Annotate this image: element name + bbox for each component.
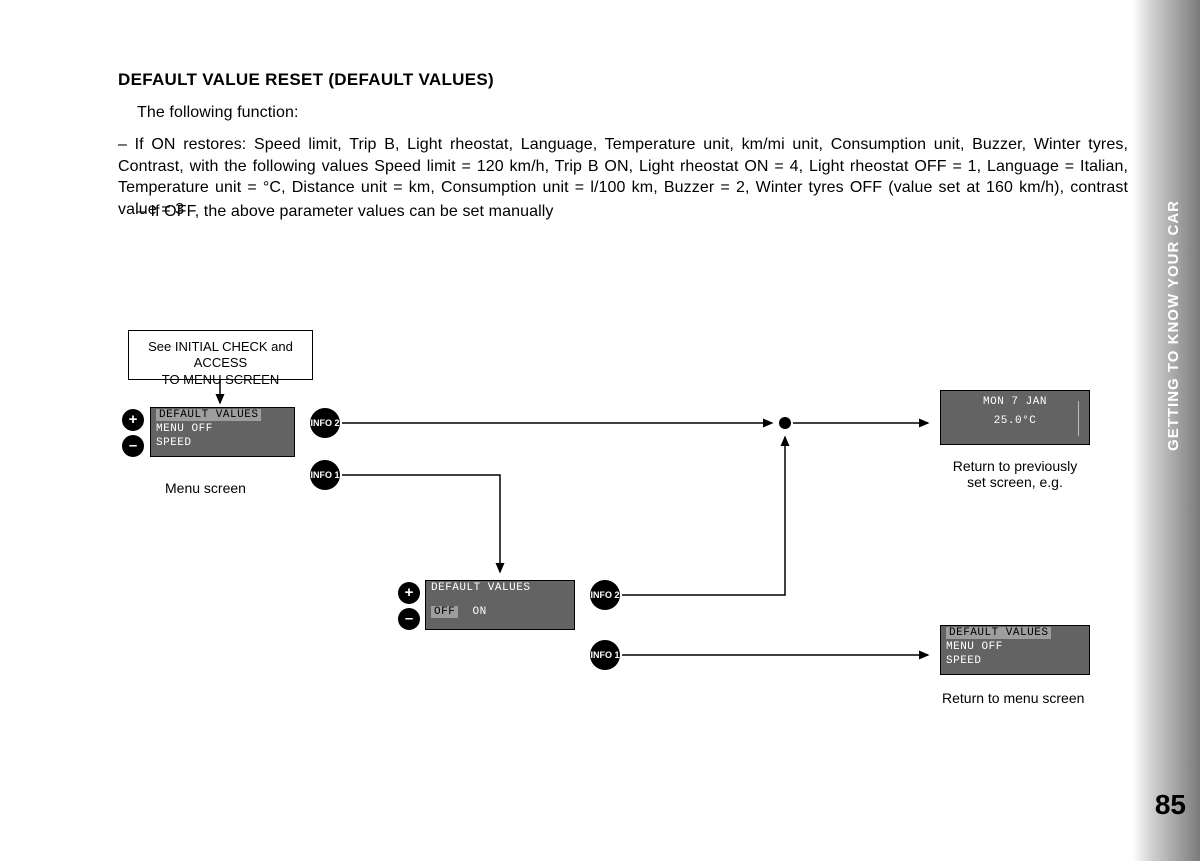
menu-item-menu-off: MENU OFF [151,422,294,436]
plus-button-2[interactable]: + [398,582,420,604]
menu-item-speed: SPEED [151,436,294,450]
info2-button-1[interactable]: INFO 2 [310,408,340,438]
reference-box: See INITIAL CHECK and ACCESS TO MENU SCR… [128,330,313,380]
info1-button-2[interactable]: INFO 1 [590,640,620,670]
return-item-default-values: DEFAULT VALUES [946,627,1051,639]
side-tab-label: GETTING TO KNOW YOUR CAR [1165,200,1182,451]
minus-button-1[interactable]: – [122,435,144,457]
return-menu-caption: Return to menu screen [942,690,1084,706]
page-content: DEFAULT VALUE RESET (DEFAULT VALUES) The… [0,0,1132,861]
default-values-title: DEFAULT VALUES [426,581,574,595]
return-menu-display: DEFAULT VALUES MENU OFF SPEED [940,625,1090,675]
option-off: OFF [431,606,458,618]
plus-button-1[interactable]: + [122,409,144,431]
return-item-speed: SPEED [941,654,1089,668]
home-caption: Return to previously set screen, e.g. [950,458,1080,490]
paragraph-off: – If OFF, the above parameter values can… [137,201,553,223]
minus-button-2[interactable]: – [398,608,420,630]
home-temp: 25.0°C [941,409,1089,428]
menu-screen-display: DEFAULT VALUES MENU OFF SPEED [150,407,295,457]
page-number: 85 [1155,789,1186,821]
home-divider [1078,401,1079,436]
info2-button-2[interactable]: INFO 2 [590,580,620,610]
reference-line1: See INITIAL CHECK and ACCESS [129,339,312,372]
home-date: MON 7 JAN [941,391,1089,409]
home-caption-2: set screen, e.g. [967,474,1063,490]
option-on: ON [473,606,487,618]
default-values-screen: DEFAULT VALUES OFF ON [425,580,575,630]
side-tab: GETTING TO KNOW YOUR CAR 85 [1132,0,1200,861]
section-heading: DEFAULT VALUE RESET (DEFAULT VALUES) [118,70,494,90]
home-screen-display: MON 7 JAN 25.0°C [940,390,1090,445]
home-caption-1: Return to previously [953,458,1078,474]
menu-item-default-values: DEFAULT VALUES [156,409,261,421]
menu-screen-caption: Menu screen [165,480,246,496]
info1-button-1[interactable]: INFO 1 [310,460,340,490]
reference-line2: TO MENU SCREEN [129,372,312,388]
return-item-menu-off: MENU OFF [941,640,1089,654]
paragraph-intro: The following function: [137,102,299,124]
